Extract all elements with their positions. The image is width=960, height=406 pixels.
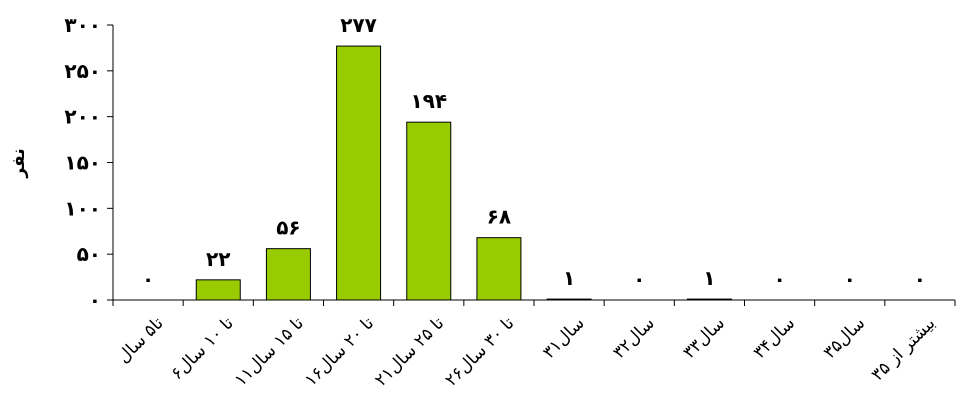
category-label: ۱۱تا ۱۵ سال [231,313,308,390]
data-label: ۱ [703,266,715,290]
category-label: ۳۲سال [609,313,659,363]
data-label: ۰ [633,267,645,291]
y-tick-labels: ۰ ۵۰ ۱۰۰ ۱۵۰ ۲۰۰ ۲۵۰ ۳۰۰ [64,13,101,312]
category-label: تا۵ سال [114,313,168,367]
data-label: ۲۲ [206,247,230,271]
data-label: ۰ [142,267,154,291]
category-label: بیشتر از ۳۵ [868,313,940,385]
data-label: ۰ [844,267,856,291]
bar [406,121,452,301]
category-label: ۲۱تا ۲۵ سال [371,313,448,390]
bar [195,279,241,301]
data-label: ۰ [773,267,785,291]
data-label: ۱۹۴ [410,89,447,113]
category-label: ۳۱سال [539,313,589,363]
axes [107,24,956,306]
data-label: ۶۸ [487,205,511,229]
y-tick-label: ۱۵۰ [64,151,101,175]
y-tick-label: ۳۰۰ [64,13,101,37]
y-tick-label: ۱۰۰ [64,196,101,220]
bar [336,45,382,301]
data-labels: ۰ ۲۲ ۵۶ ۲۷۷ ۱۹۴ ۶۸ ۱ ۰ ۱ ۰ ۰ ۰ [142,13,926,291]
category-label: ۶تا ۱۰ سال [167,313,238,384]
bar [686,298,732,301]
category-label: ۳۵سال [820,313,870,363]
y-tick-label: ۵۰ [77,242,101,266]
y-tick-label: ۰ [89,288,101,312]
category-label: ۱۶تا ۲۰ سال [301,313,378,390]
y-axis-label: نفر [9,148,29,178]
data-label: ۵۶ [276,216,300,240]
category-label: ۳۴سال [750,313,800,363]
bar [476,237,522,301]
category-label: ۲۶تا ۳۰ سال [441,313,518,390]
data-label: ۲۷۷ [340,13,377,37]
bar [546,298,592,301]
y-tick-label: ۲۰۰ [64,105,101,129]
y-tick-label: ۲۵۰ [64,59,101,83]
data-label: ۰ [914,267,926,291]
bars [195,45,732,301]
data-label: ۱ [563,266,575,290]
category-label: ۳۳سال [679,313,729,363]
bar [265,248,311,301]
